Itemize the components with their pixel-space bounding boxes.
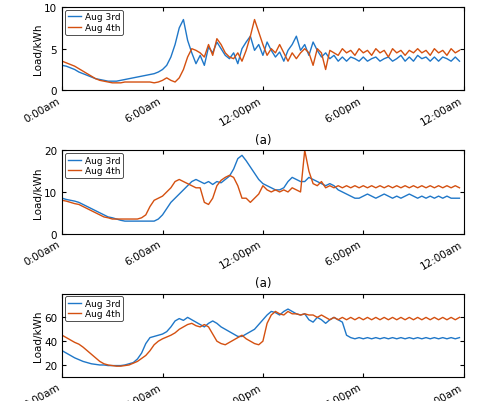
Aug 3rd: [122, 219, 128, 224]
Aug 4th: [251, 18, 257, 23]
Aug 3rd: [176, 26, 182, 31]
Aug 4th: [109, 217, 115, 222]
Aug 3rd: [432, 335, 437, 340]
Aug 4th: [176, 178, 182, 182]
X-axis label: (a): (a): [255, 134, 271, 146]
Aug 4th: [302, 148, 307, 153]
Aug 4th: [432, 47, 437, 52]
Aug 3rd: [176, 192, 182, 197]
Aug 3rd: [239, 154, 245, 158]
Aug 4th: [118, 364, 123, 369]
Aug 3rd: [285, 307, 291, 312]
Aug 3rd: [59, 196, 65, 201]
Aug 3rd: [277, 313, 282, 318]
Aug 4th: [432, 315, 437, 320]
Aug 4th: [176, 76, 182, 81]
Aug 3rd: [432, 196, 437, 201]
Aug 4th: [281, 313, 287, 318]
Aug 3rd: [456, 60, 462, 65]
Aug 3rd: [268, 186, 274, 191]
Line: Aug 3rd: Aug 3rd: [62, 309, 459, 366]
Aug 3rd: [105, 363, 111, 368]
Aug 3rd: [118, 79, 123, 83]
Aug 4th: [432, 186, 437, 191]
Aug 3rd: [268, 49, 274, 54]
Line: Aug 4th: Aug 4th: [62, 20, 459, 84]
Aug 3rd: [176, 316, 182, 321]
Aug 3rd: [432, 55, 437, 60]
Aug 3rd: [181, 18, 186, 23]
Aug 4th: [114, 364, 120, 369]
Legend: Aug 3rd, Aug 4th: Aug 3rd, Aug 4th: [65, 154, 123, 178]
Aug 4th: [281, 51, 287, 56]
Aug 3rd: [456, 196, 462, 201]
Aug 3rd: [114, 217, 120, 222]
Y-axis label: Load/kWh: Load/kWh: [33, 167, 43, 218]
Aug 3rd: [118, 363, 123, 368]
Aug 4th: [118, 217, 123, 222]
Line: Aug 3rd: Aug 3rd: [62, 20, 459, 82]
Aug 3rd: [235, 157, 240, 162]
Aug 4th: [235, 184, 240, 188]
Line: Aug 4th: Aug 4th: [62, 151, 459, 219]
Aug 3rd: [281, 60, 287, 65]
Aug 4th: [235, 51, 240, 56]
Legend: Aug 3rd, Aug 4th: Aug 3rd, Aug 4th: [65, 11, 123, 35]
Aug 4th: [264, 321, 270, 326]
Aug 4th: [456, 315, 462, 320]
Aug 3rd: [235, 334, 240, 339]
Legend: Aug 3rd, Aug 4th: Aug 3rd, Aug 4th: [65, 297, 123, 321]
X-axis label: (a): (a): [255, 276, 271, 289]
Aug 4th: [59, 198, 65, 203]
Aug 4th: [109, 81, 115, 86]
Aug 4th: [456, 186, 462, 191]
Aug 3rd: [239, 47, 245, 52]
Aug 4th: [59, 60, 65, 65]
Line: Aug 3rd: Aug 3rd: [62, 156, 459, 222]
Aug 4th: [118, 81, 123, 86]
Line: Aug 4th: Aug 4th: [62, 312, 459, 366]
Aug 4th: [176, 327, 182, 332]
Aug 3rd: [59, 348, 65, 353]
Aug 3rd: [59, 64, 65, 69]
Aug 3rd: [456, 335, 462, 340]
Aug 4th: [268, 47, 274, 52]
Y-axis label: Load/kWh: Load/kWh: [33, 24, 43, 75]
Aug 3rd: [264, 313, 270, 318]
Aug 4th: [277, 190, 282, 195]
Aug 4th: [272, 309, 278, 314]
Aug 4th: [264, 188, 270, 193]
Aug 4th: [59, 333, 65, 338]
Aug 3rd: [281, 186, 287, 191]
Y-axis label: Load/kWh: Load/kWh: [33, 310, 43, 361]
Aug 3rd: [105, 79, 111, 84]
Aug 4th: [456, 49, 462, 54]
Aug 4th: [235, 335, 240, 340]
